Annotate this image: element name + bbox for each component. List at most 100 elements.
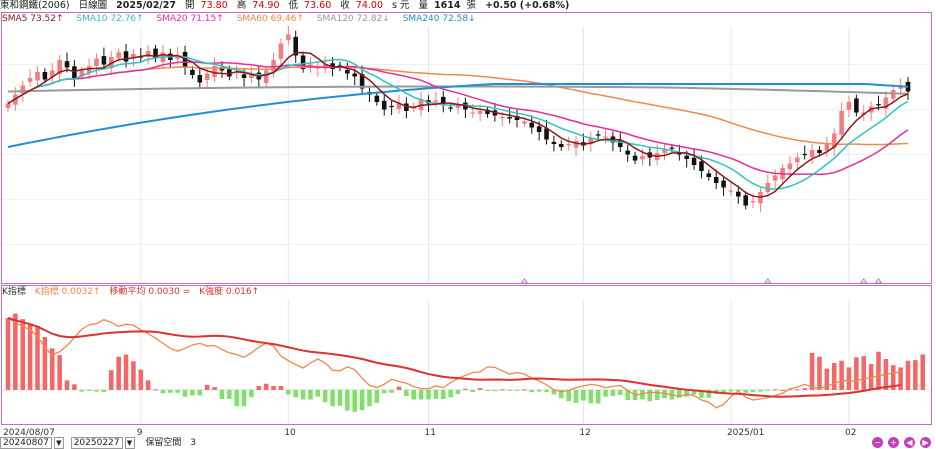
legend-sma10: SMA10 72.76↑ [76,14,144,24]
start-date-field[interactable]: 20240807 [0,437,52,449]
indicator-histogram-bar [817,356,822,390]
candle-body [374,95,380,102]
legend-sma240: SMA240 72.58↓ [402,14,476,24]
start-date-dropdown-icon[interactable]: ▼ [53,437,64,449]
indicator-histogram-bar [492,389,498,392]
candle-body [831,133,837,148]
indicator-histogram-bar [463,388,468,390]
candle-body [49,70,55,78]
candle-body [883,97,889,109]
legend-sma5: SMA5 73.52↑ [2,14,64,24]
indicator-histogram-bar [64,380,70,390]
candle-body [278,43,284,59]
close-label: 收 [340,0,350,11]
legend-sma60: SMA60 69.46↑ [236,14,304,24]
indicator-legend: K指標 K指標 0.0032↑ 移動平均 0.0030 = K強度 0.016↑ [2,286,265,298]
candle-body [632,155,638,161]
candle-body [64,61,70,68]
indicator-histogram-bar [278,385,284,390]
indicator-histogram-bar [831,362,837,390]
open-label: 開 [185,0,195,11]
sma5-line [7,51,909,198]
candle-body [72,66,77,80]
candle-body [131,54,136,58]
indicator-histogram-bar [795,389,800,391]
candle-body [241,74,247,78]
volume-unit: 張 [466,0,477,11]
indicator-histogram-bar [426,389,431,400]
indicator-histogram-bar [123,354,129,390]
end-date-field[interactable]: 20250227 [70,437,123,449]
indicator-histogram-bar [249,389,254,398]
candle-body [765,183,771,192]
indicator-histogram-bar [603,389,608,397]
keep-space-value[interactable]: 3 [190,438,196,448]
candle-body [263,70,269,84]
indicator-histogram-bar [190,389,195,396]
indicator-histogram-bar [448,389,453,398]
indicator-histogram-bar [588,389,594,404]
indicator-histogram-bar [558,389,564,399]
indicator-histogram-bar [898,367,903,390]
candle-body [234,72,239,74]
indicator-histogram-bar [322,389,328,403]
indicator-histogram-bar [42,337,48,390]
scroll-left-icon[interactable]: ◀ [904,437,915,448]
indicator-histogram-bar [514,389,520,391]
indicator-histogram-bar [507,389,512,391]
indicator-histogram-bar [374,389,380,403]
indicator-histogram-bar [396,386,402,390]
event-marker-icon [874,278,883,284]
indicator-histogram-bar [411,389,417,400]
candle-body [566,144,571,146]
x-tick-label: 10 [284,428,296,438]
candle-body [359,74,365,89]
indicator-histogram-bar [640,389,645,400]
indicator-histogram-bar [286,389,291,395]
candle-body [79,70,85,76]
candle-body [728,190,734,192]
candle-body [249,75,254,78]
candle-body [182,51,188,68]
candle-body [345,69,350,74]
zoom-in-icon[interactable]: + [888,437,899,448]
candle-body [227,69,232,77]
indicator-histogram-bar [618,389,623,395]
candle-body [529,122,535,128]
indicator-histogram-bar [271,385,276,390]
volume-value: 1614 [434,0,461,11]
indicator-histogram-bar [219,389,225,399]
candle-body [42,72,48,80]
candle-body [315,67,321,69]
indicator-histogram-bar [263,383,269,390]
scroll-right-icon[interactable]: ▶ [920,437,931,448]
candle-body [212,66,217,78]
period-label: 日線圖 [78,0,108,11]
indicator-histogram-bar [300,389,306,400]
indicator-histogram-bar [529,389,535,393]
candle-body [455,105,461,108]
indicator-line [7,317,901,409]
indicator-histogram-bar [765,389,771,391]
indicator-strength: K強度 0.016↑ [199,287,260,297]
indicator-histogram-bar [5,317,11,390]
indicator-histogram-bar [595,389,601,404]
low-label: 低 [288,0,299,11]
candle-body [573,141,579,148]
indicator-histogram-bar [256,385,262,390]
indicator-histogram-bar [854,357,859,390]
indicator-histogram-bar [721,389,726,393]
indicator-histogram-bar [536,389,542,392]
candle-body [123,51,129,62]
zoom-out-icon[interactable]: − [872,437,883,448]
indicator-value: K指標 0.0032↑ [34,287,101,297]
indicator-histogram-bar [839,360,844,390]
indicator-histogram-bar [691,389,697,395]
candle-body [396,103,402,109]
candle-body [286,34,291,40]
indicator-histogram-bar [699,389,704,398]
candle-body [684,155,689,159]
sma240-line [7,83,909,148]
end-date-dropdown-icon[interactable]: ▼ [124,437,135,449]
